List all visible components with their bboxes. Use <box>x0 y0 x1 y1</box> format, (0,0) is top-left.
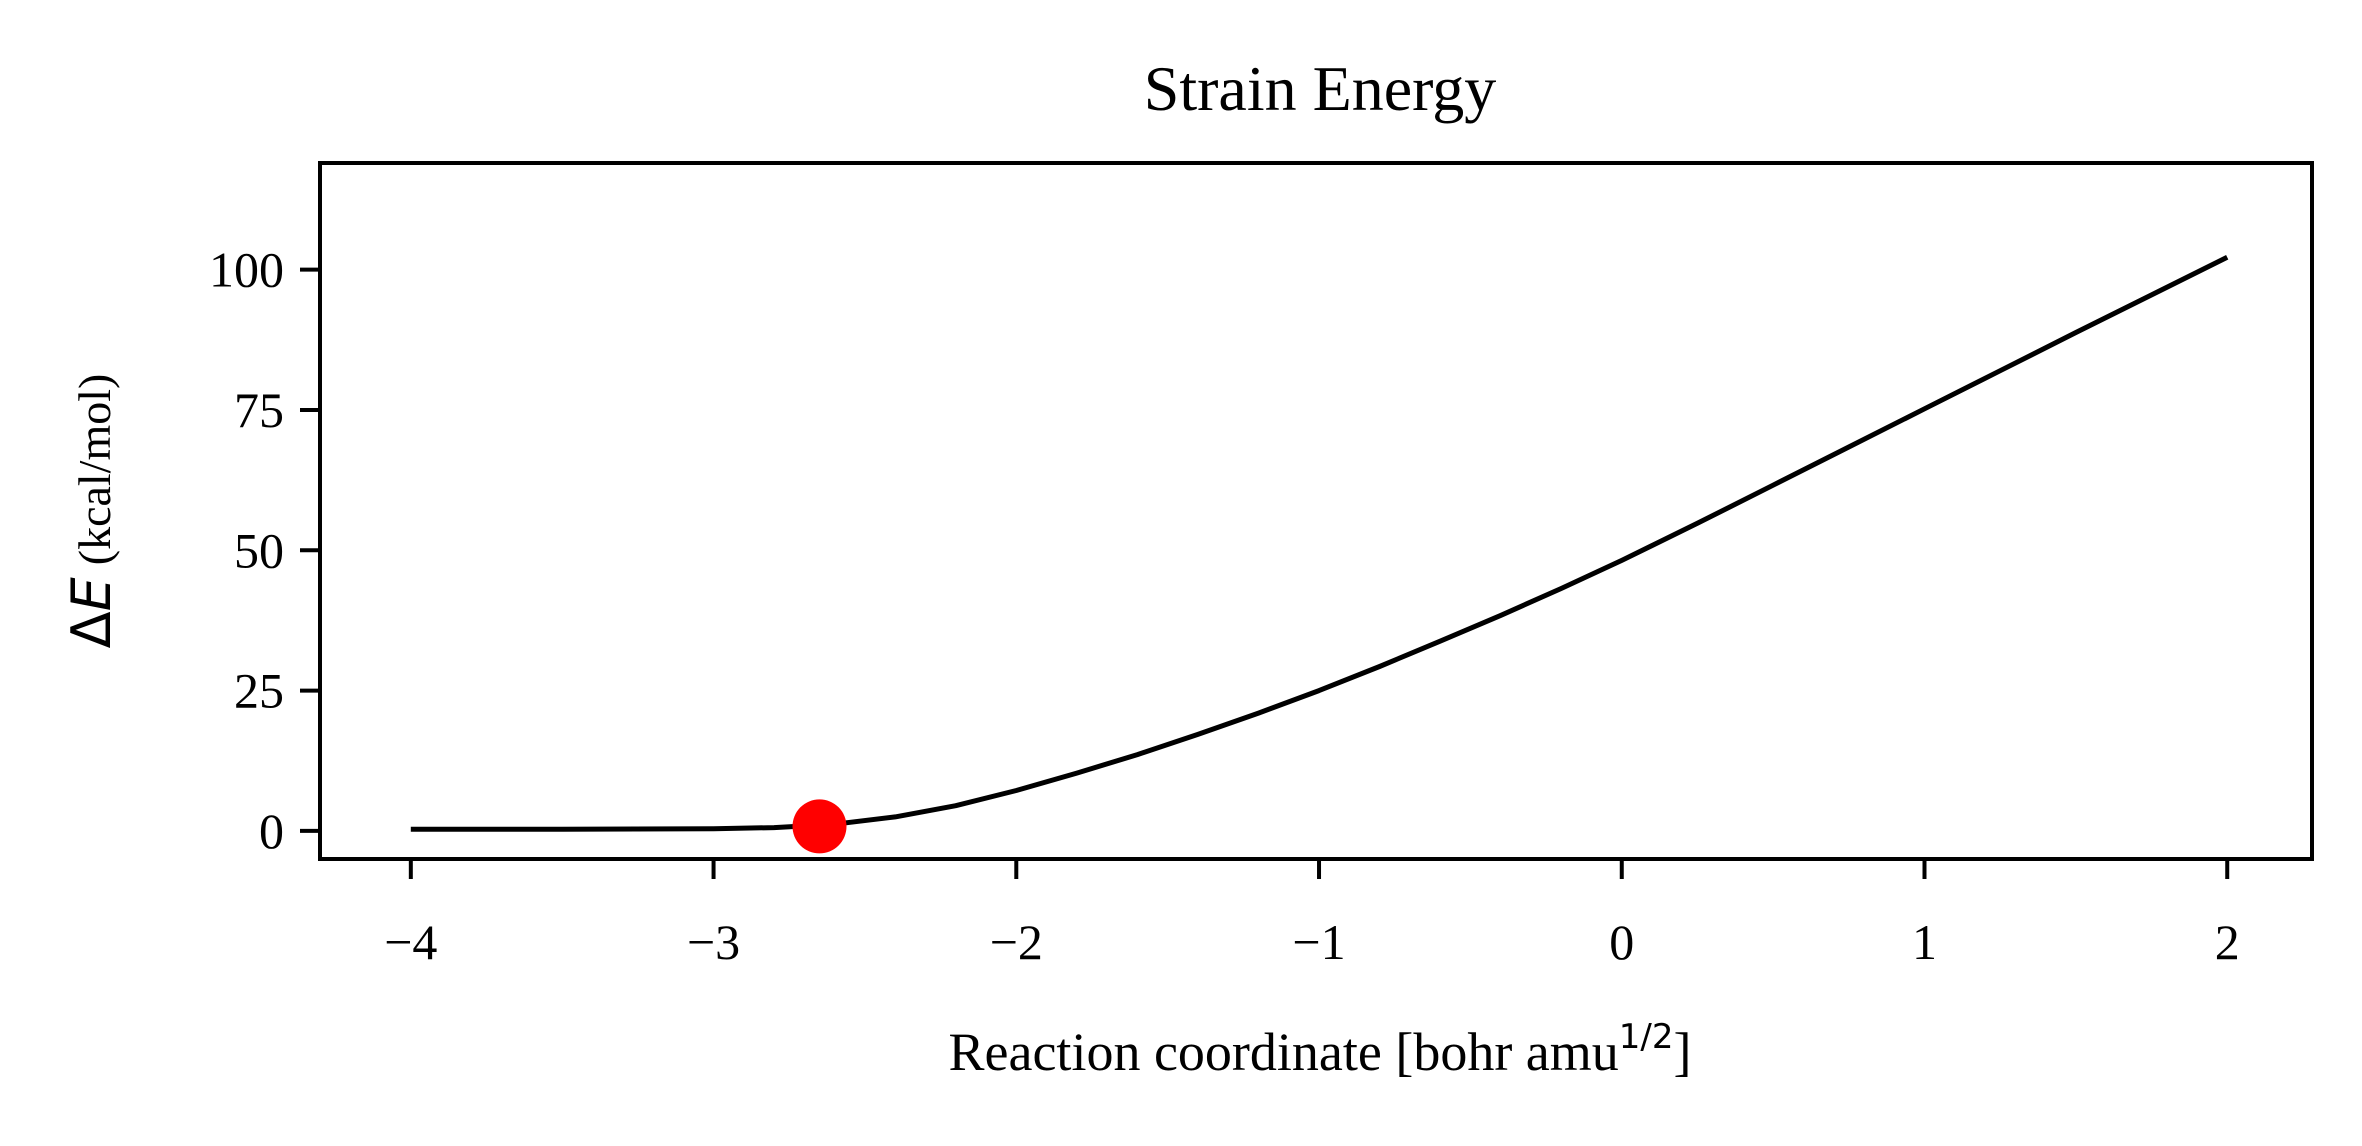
x-tick-label: −1 <box>1292 914 1345 970</box>
y-tick-label: 100 <box>209 242 284 298</box>
x-axis-ticks: −4 −3 −2 −1 0 1 2 <box>384 859 2240 970</box>
y-tick-label: 75 <box>234 382 284 438</box>
y-axis-label: ΔE (kcal/mol) <box>60 374 123 649</box>
x-axis-label-exponent: 1/2 <box>1619 1017 1674 1057</box>
x-tick-label: 1 <box>1912 914 1937 970</box>
plot-area <box>410 255 2229 854</box>
y-axis-label-delta: Δ <box>60 611 123 648</box>
x-tick-label: 0 <box>1609 914 1634 970</box>
y-axis-label-symbol: E <box>60 576 123 611</box>
y-axis-ticks: 0 25 50 75 100 <box>209 242 320 859</box>
y-axis-label-unit: (kcal/mol) <box>69 374 120 566</box>
x-tick-label: −3 <box>687 914 740 970</box>
highlight-marker <box>792 799 847 854</box>
chart-title: Strain Energy <box>1144 53 1497 124</box>
y-tick-label: 50 <box>234 522 284 578</box>
x-axis-label: Reaction coordinate [bohr amu1/2] <box>949 1017 1692 1082</box>
x-axis-label-close: ] <box>1674 1022 1692 1082</box>
x-axis-label-main: Reaction coordinate [bohr amu <box>949 1022 1619 1082</box>
y-tick-label: 25 <box>234 663 284 719</box>
x-tick-label: −4 <box>384 914 437 970</box>
series-line-0 <box>410 255 2229 832</box>
y-tick-label: 0 <box>259 803 284 859</box>
axes-frame <box>318 161 2314 861</box>
x-tick-label: 2 <box>2215 914 2240 970</box>
x-tick-label: −2 <box>990 914 1043 970</box>
